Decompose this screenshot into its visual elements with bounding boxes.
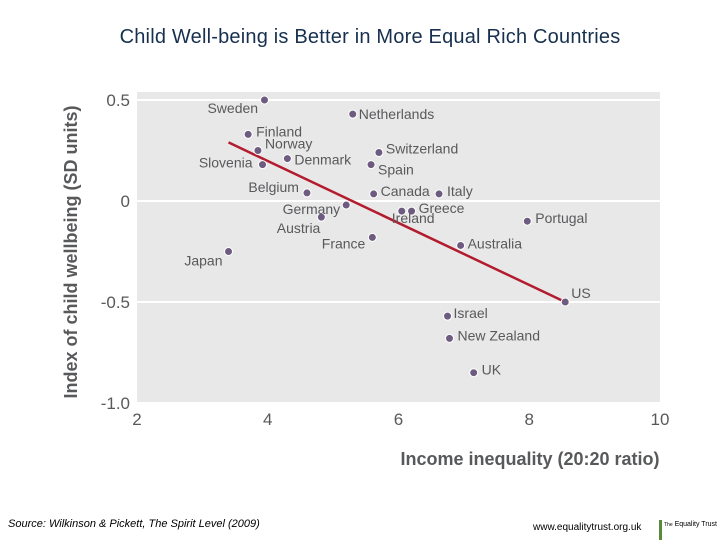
point-label: Italy <box>447 183 473 199</box>
point-label: UK <box>482 362 502 378</box>
point-label: France <box>322 235 366 251</box>
data-point <box>443 311 453 321</box>
point-label: Netherlands <box>359 106 435 122</box>
point-label: Austria <box>277 220 321 236</box>
point-label: Switzerland <box>386 141 458 157</box>
point-label: Israel <box>454 305 488 321</box>
point-label: Denmark <box>294 152 352 168</box>
point-label: Canada <box>381 183 430 199</box>
data-point <box>348 109 358 119</box>
data-point <box>522 216 532 226</box>
data-point <box>560 297 570 307</box>
y-axis-label: Index of child wellbeing (SD units) <box>61 105 81 398</box>
point-label: Portugal <box>535 210 587 226</box>
data-point <box>243 129 253 139</box>
point-label: US <box>571 285 590 301</box>
data-point <box>316 212 326 222</box>
logo-text: The Equality Trust <box>664 521 717 528</box>
x-tick-label: 6 <box>394 410 403 429</box>
y-tick-label: -1.0 <box>101 394 130 413</box>
point-label: Finland <box>256 123 302 139</box>
y-tick-label: 0 <box>121 192 130 211</box>
data-point <box>369 189 379 199</box>
website-link[interactable]: www.equalitytrust.org.uk <box>533 522 642 533</box>
y-tick-label: 0.5 <box>106 91 130 110</box>
data-point <box>397 206 407 216</box>
point-label: Greece <box>419 200 465 216</box>
data-point <box>434 189 444 199</box>
data-point <box>366 160 376 170</box>
equality-trust-logo: The Equality Trust <box>659 520 719 540</box>
source-citation: Source: Wilkinson & Pickett, The Spirit … <box>8 518 260 530</box>
data-point <box>258 160 268 170</box>
data-point <box>341 200 351 210</box>
logo-bar <box>659 520 662 540</box>
point-label: Ireland <box>392 210 435 226</box>
point-label: Slovenia <box>199 155 253 171</box>
plot-background <box>137 92 660 403</box>
data-point <box>259 95 269 105</box>
data-point <box>469 368 479 378</box>
x-tick-label: 2 <box>132 410 141 429</box>
x-tick-label: 8 <box>525 410 534 429</box>
chart-title: Child Well-being is Better in More Equal… <box>119 26 621 48</box>
y-tick-label: -0.5 <box>101 293 130 312</box>
x-tick-label: 10 <box>651 410 670 429</box>
point-label: Australia <box>468 235 523 251</box>
data-point <box>407 206 417 216</box>
data-points <box>224 95 570 378</box>
x-tick-label: 4 <box>263 410 272 429</box>
data-point <box>374 148 384 158</box>
x-tick-labels: 2 4 6 8 10 <box>132 410 669 429</box>
point-label: Japan <box>184 253 222 269</box>
data-point <box>282 154 292 164</box>
data-point <box>456 240 466 250</box>
data-point <box>224 247 234 256</box>
point-label: Norway <box>265 136 312 152</box>
point-label: Spain <box>378 162 414 178</box>
grid-lines <box>137 99 660 404</box>
data-point <box>444 333 454 343</box>
trend-line <box>227 141 566 304</box>
y-tick-labels: 0.5 0 -0.5 -1.0 <box>101 91 130 413</box>
point-label: Belgium <box>248 179 299 195</box>
point-label: Germany <box>283 201 341 217</box>
data-point <box>302 188 312 198</box>
data-point <box>367 232 377 242</box>
point-label: New Zealand <box>457 327 540 343</box>
data-point <box>253 146 263 155</box>
x-axis-label: Income inequality (20:20 ratio) <box>400 449 659 469</box>
point-label: Sweden <box>207 100 258 116</box>
